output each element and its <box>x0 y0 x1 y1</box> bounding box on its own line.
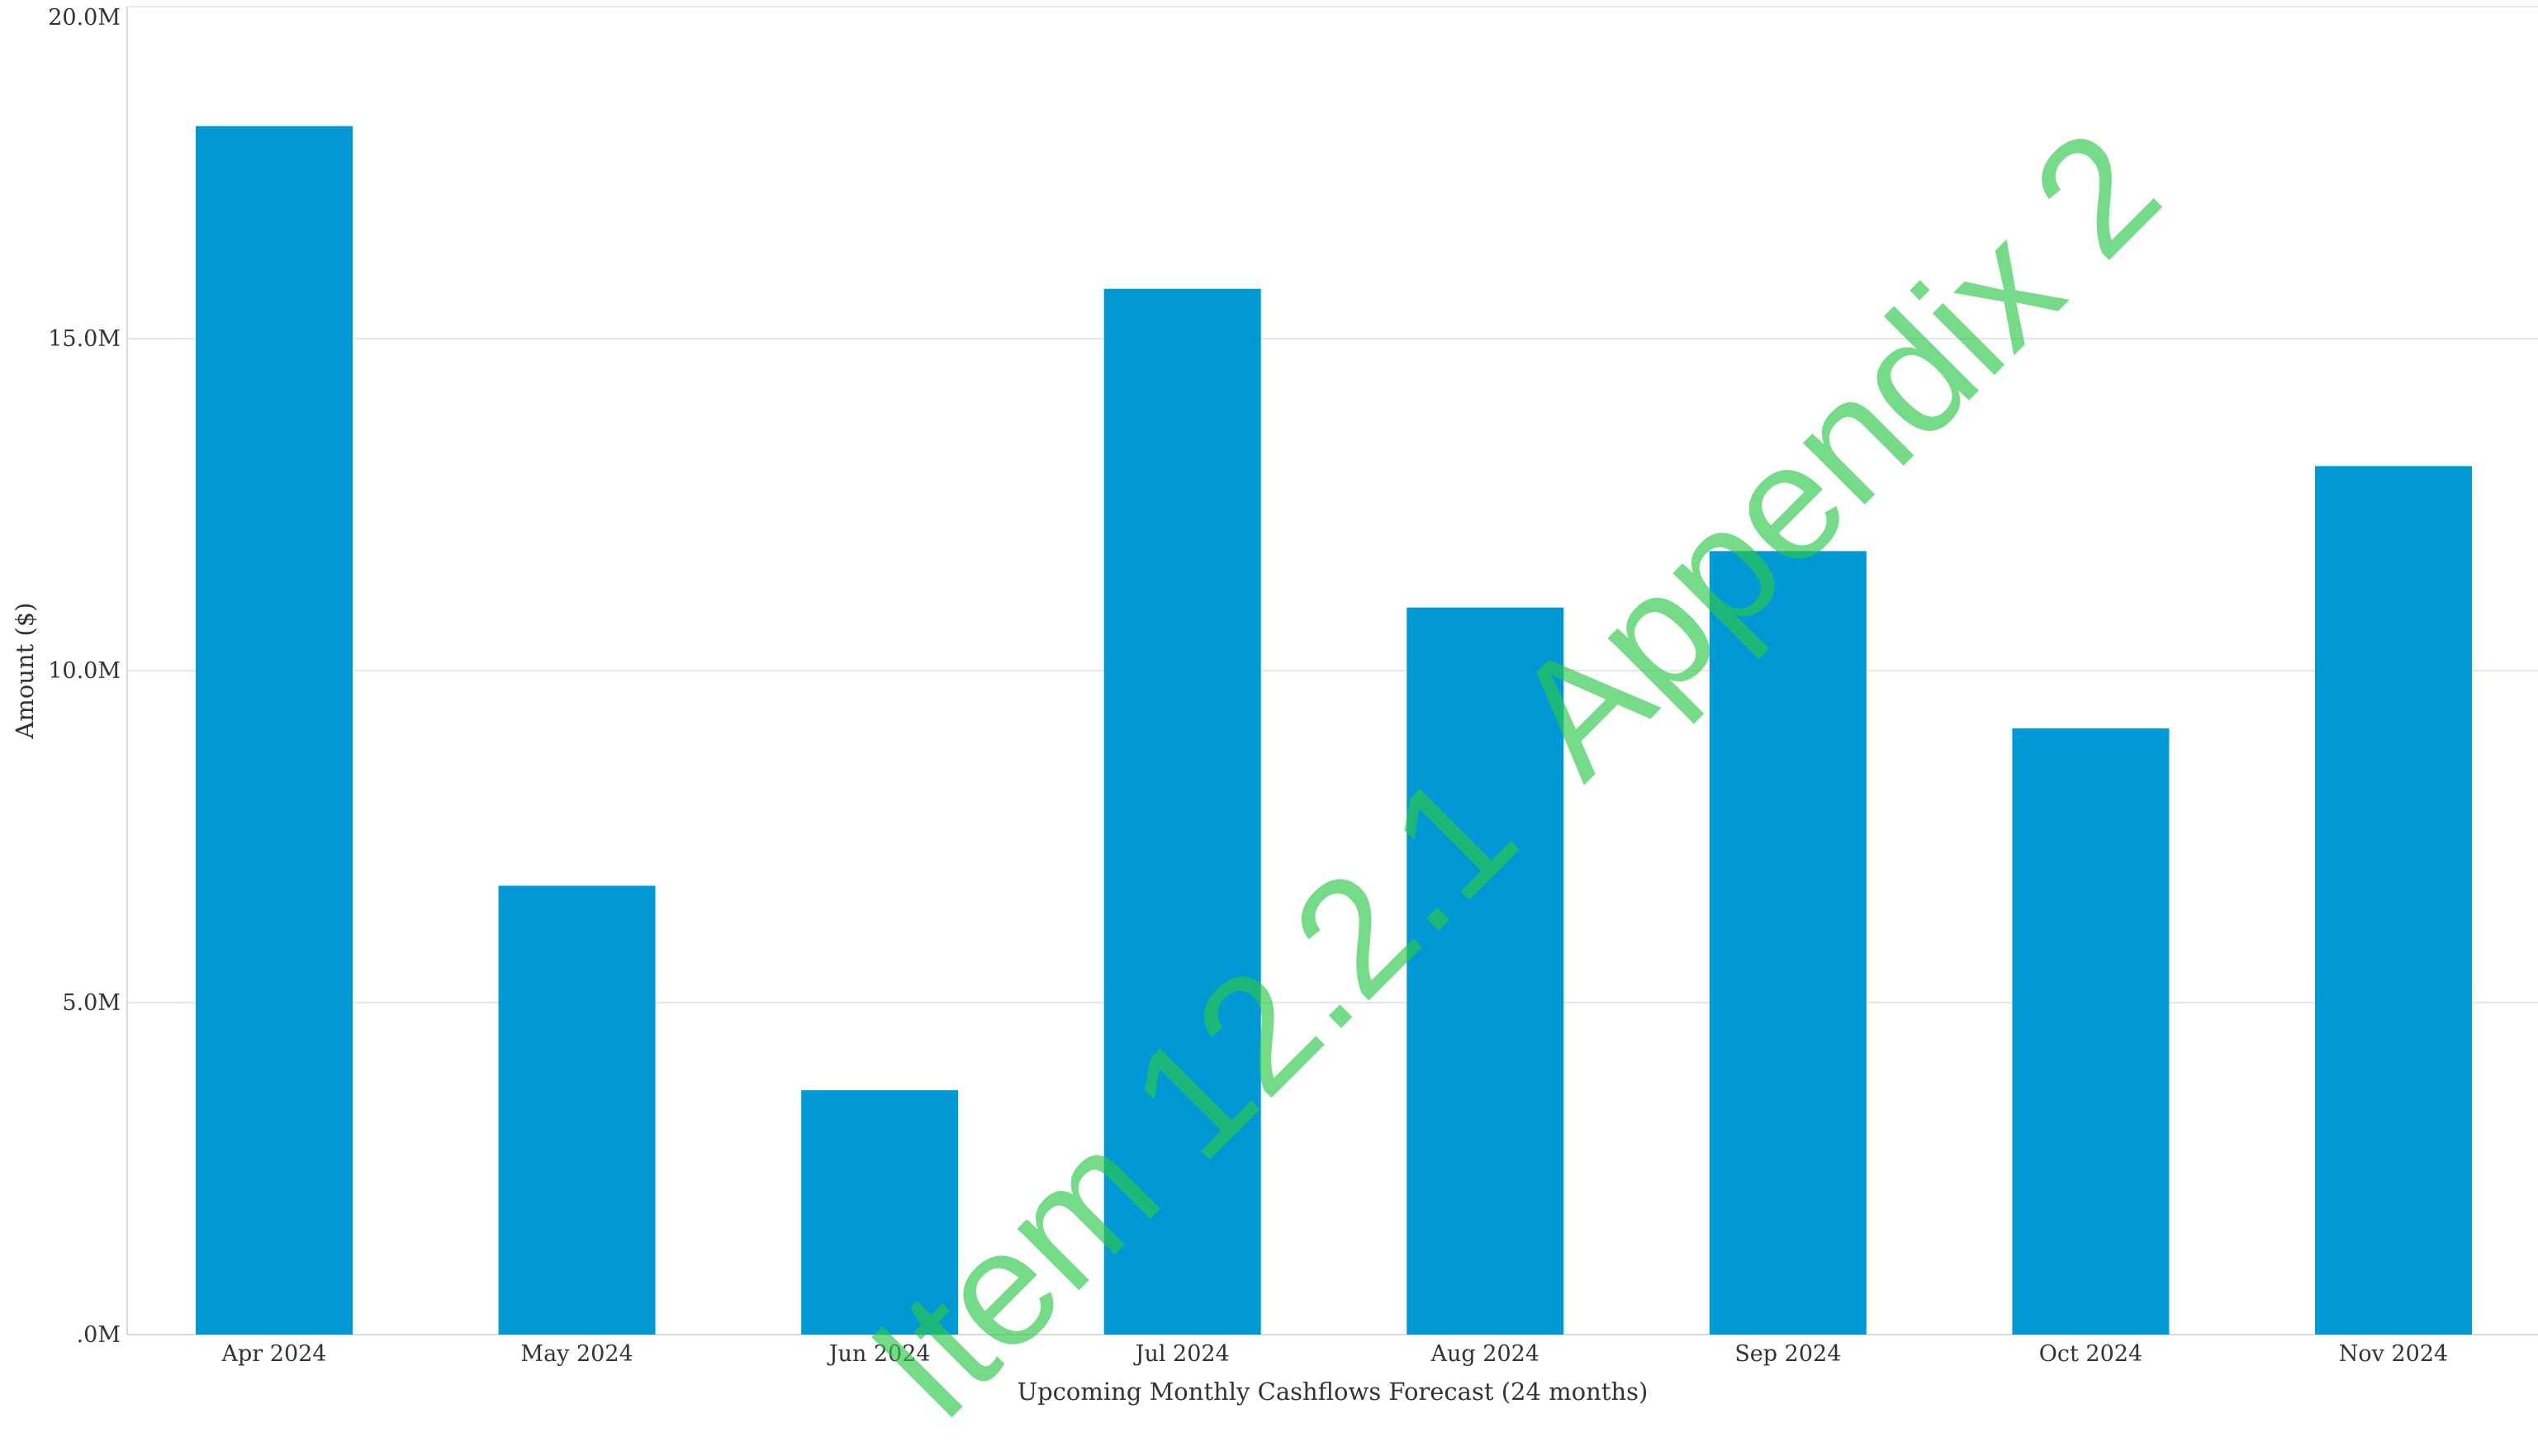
y-tick-label: 20.0M <box>48 5 121 31</box>
bars <box>196 126 2472 1335</box>
x-axis-title: Upcoming Monthly Cashflows Forecast (24 … <box>1018 1378 1649 1406</box>
y-axis-title: Amount ($) <box>11 602 39 739</box>
bar-jul-2024[interactable] <box>1103 288 1261 1335</box>
gridlines <box>127 6 2538 1003</box>
bar-sep-2024[interactable] <box>1709 551 1867 1335</box>
y-tick-labels: .0M 5.0M 10.0M 15.0M 20.0M <box>48 5 121 1348</box>
x-tick-label: Sep 2024 <box>1734 1341 1841 1367</box>
y-tick-label: 10.0M <box>48 658 121 684</box>
x-tick-label: Aug 2024 <box>1430 1341 1539 1367</box>
y-tick-label: .0M <box>77 1322 121 1348</box>
bar-may-2024[interactable] <box>498 885 656 1335</box>
x-tick-label: Oct 2024 <box>2039 1341 2142 1367</box>
x-tick-label: Apr 2024 <box>221 1341 327 1367</box>
bar-chart: .0M 5.0M 10.0M 15.0M 20.0M Apr 2024 May 2024 J… <box>11 5 2538 1406</box>
x-tick-label: Jun 2024 <box>827 1341 931 1367</box>
x-tick-labels: Apr 2024 May 2024 Jun 2024 Jul 2024 Aug 2024… <box>221 1341 2449 1367</box>
bar-apr-2024[interactable] <box>196 126 353 1335</box>
bar-aug-2024[interactable] <box>1407 607 1564 1335</box>
y-tick-label: 15.0M <box>48 326 121 352</box>
x-tick-label: Nov 2024 <box>2339 1341 2448 1367</box>
x-tick-label: Jul 2024 <box>1133 1341 1230 1367</box>
bar-oct-2024[interactable] <box>2012 728 2170 1335</box>
y-tick-label: 5.0M <box>62 990 121 1016</box>
bar-nov-2024[interactable] <box>2315 466 2472 1335</box>
chart-area: .0M 5.0M 10.0M 15.0M 20.0M Apr 2024 May 2024 J… <box>11 5 2538 1406</box>
bar-jun-2024[interactable] <box>801 1090 959 1335</box>
x-tick-label: May 2024 <box>520 1341 633 1367</box>
